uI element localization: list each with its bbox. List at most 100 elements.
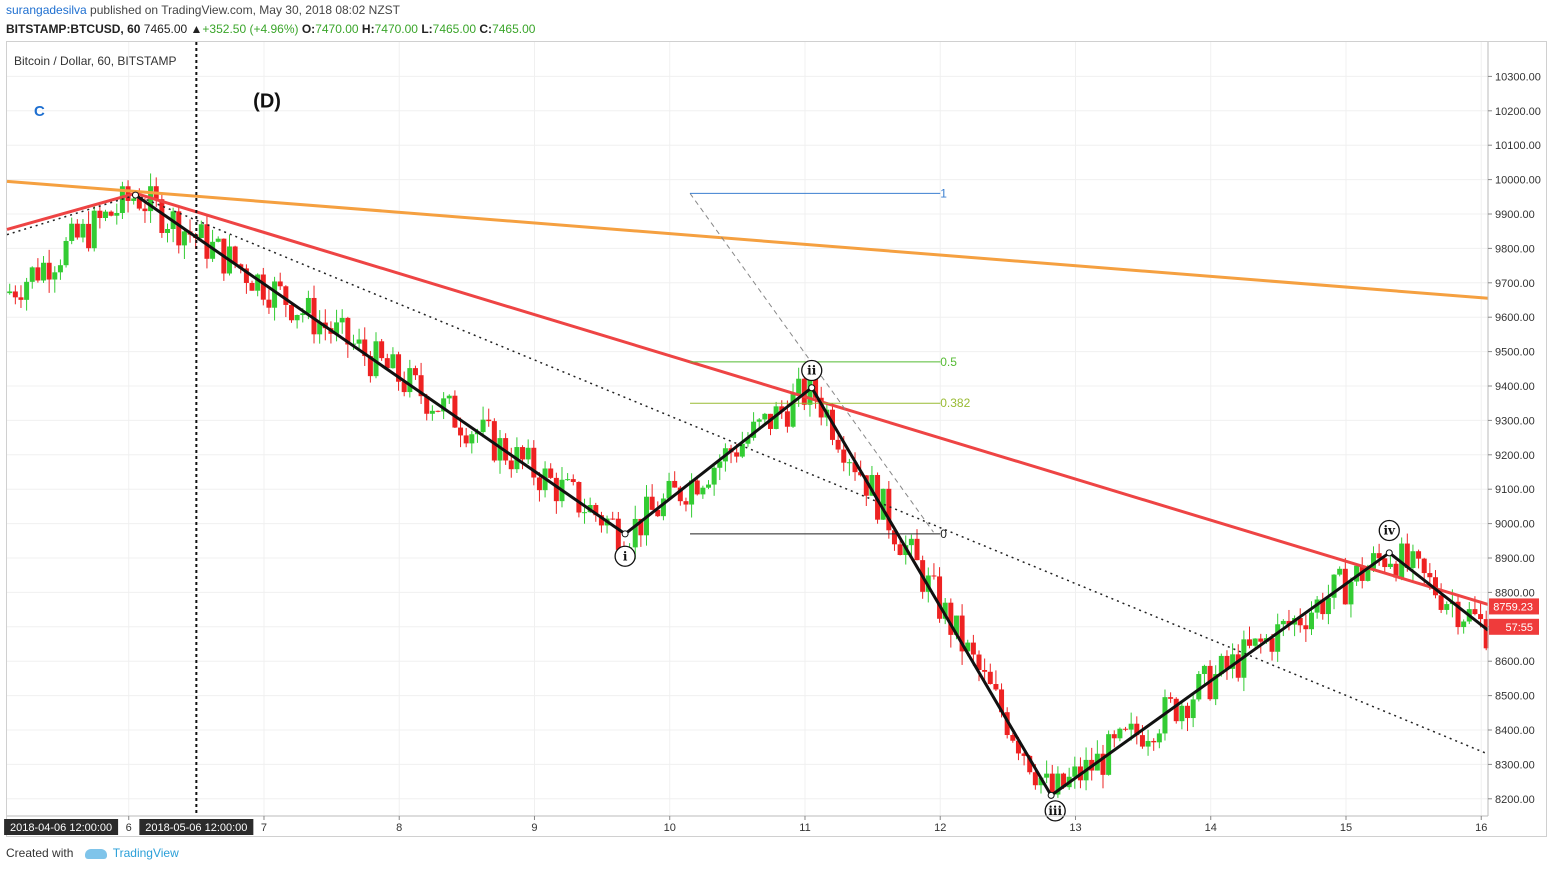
candle-body bbox=[649, 496, 655, 510]
candle-body bbox=[35, 267, 41, 281]
candle-body bbox=[356, 339, 362, 344]
candle-body bbox=[215, 238, 221, 242]
candle-body bbox=[181, 231, 187, 246]
candle-body bbox=[846, 462, 852, 464]
candle-body bbox=[480, 419, 486, 433]
candle-body bbox=[982, 669, 988, 672]
y-tick-label: 8400.00 bbox=[1495, 725, 1535, 737]
candle-body bbox=[249, 282, 255, 291]
candle-body bbox=[69, 223, 75, 241]
created-with-text: Created with bbox=[6, 846, 74, 860]
tradingview-logo-icon bbox=[84, 848, 107, 859]
candle-body bbox=[739, 443, 745, 457]
candle-body bbox=[1179, 705, 1185, 722]
change-value: +352.50 (+4.96%) bbox=[202, 22, 299, 36]
wave-label-circle bbox=[614, 545, 636, 567]
wave-point bbox=[808, 384, 816, 392]
candle-body bbox=[706, 484, 712, 488]
candle-body bbox=[908, 538, 914, 546]
candle-body bbox=[1337, 568, 1343, 575]
fib-level-label: 1 bbox=[940, 186, 947, 200]
price-label: 8759.23 bbox=[1489, 598, 1539, 615]
candle-body bbox=[886, 488, 892, 531]
candle-body bbox=[1331, 574, 1337, 598]
candle-body bbox=[1354, 565, 1360, 582]
candle-body bbox=[852, 462, 858, 473]
candle-body bbox=[24, 281, 30, 300]
candle-body bbox=[762, 413, 768, 420]
candle-body bbox=[1286, 620, 1292, 625]
candle-body bbox=[615, 518, 621, 550]
wave-label-text: ii bbox=[807, 364, 817, 378]
candle-body bbox=[1303, 625, 1309, 630]
wave-path bbox=[134, 193, 1489, 797]
y-tick-label: 9500.00 bbox=[1495, 347, 1535, 359]
candle-body bbox=[818, 397, 824, 418]
candle-body bbox=[52, 272, 58, 280]
candle-body bbox=[632, 518, 638, 548]
candle-body bbox=[1117, 728, 1123, 739]
x-tick-label: 7 bbox=[261, 822, 267, 834]
candle-body bbox=[1235, 654, 1241, 678]
y-tick-label: 8500.00 bbox=[1495, 691, 1535, 703]
wave-label-iv: iv bbox=[1378, 519, 1400, 542]
candle-body bbox=[300, 313, 306, 316]
candle-body bbox=[429, 410, 435, 414]
y-tick-label: 9600.00 bbox=[1495, 312, 1535, 324]
candle-body bbox=[1427, 573, 1433, 578]
candle-body bbox=[243, 268, 249, 283]
candle-body bbox=[204, 224, 210, 259]
x-tick-label: 6 bbox=[126, 822, 132, 834]
candle-body bbox=[672, 480, 678, 488]
candle-body bbox=[689, 480, 695, 505]
candle-body bbox=[407, 368, 413, 393]
wave-point bbox=[1047, 791, 1055, 799]
candle-body bbox=[159, 199, 165, 233]
candle-body bbox=[1455, 601, 1461, 628]
candle-body bbox=[751, 421, 757, 438]
candle-body bbox=[717, 461, 723, 468]
candle-body bbox=[1382, 558, 1388, 568]
wave-label-ii: ii bbox=[801, 359, 823, 382]
candle-body bbox=[80, 223, 86, 238]
candle-body bbox=[1218, 655, 1224, 675]
x-highlight-label: 2018-05-06 12:00:00 bbox=[139, 819, 254, 835]
candle-body bbox=[1032, 772, 1038, 786]
candle-body bbox=[610, 518, 616, 520]
trendline-red-left bbox=[6, 191, 136, 231]
x-highlight-text: 2018-04-06 12:00:00 bbox=[10, 822, 112, 834]
candle-body bbox=[959, 615, 965, 652]
candle-body bbox=[74, 223, 80, 238]
chart-frame bbox=[6, 41, 1547, 837]
candle-body bbox=[12, 291, 18, 298]
candle-body bbox=[41, 262, 47, 281]
candle-body bbox=[86, 223, 92, 249]
low-value: 7465.00 bbox=[432, 22, 477, 36]
candle-body bbox=[435, 410, 441, 412]
candle-body bbox=[1483, 619, 1489, 649]
candle-body bbox=[57, 265, 63, 273]
y-tick-label: 8600.00 bbox=[1495, 656, 1535, 668]
candle-body bbox=[1004, 712, 1010, 736]
candle-body bbox=[694, 480, 700, 495]
tradingview-link[interactable]: TradingView bbox=[112, 846, 179, 860]
candle-body bbox=[7, 291, 13, 294]
candle-body bbox=[1224, 655, 1230, 669]
candle-body bbox=[1027, 755, 1033, 773]
candle-body bbox=[1472, 609, 1478, 615]
candle-body bbox=[412, 368, 418, 376]
wave-label-i: i bbox=[614, 545, 636, 567]
candle-body bbox=[784, 411, 790, 427]
candle-body bbox=[1416, 551, 1422, 559]
y-tick-label: 10200.00 bbox=[1495, 106, 1541, 118]
candle-body bbox=[553, 477, 559, 502]
candle-body bbox=[1173, 698, 1179, 722]
author-link[interactable]: surangadesilva bbox=[6, 3, 87, 17]
candle-body bbox=[1100, 753, 1106, 775]
open-value: 7470.00 bbox=[315, 22, 359, 36]
price-label-text: 8759.23 bbox=[1493, 601, 1533, 613]
candle-body bbox=[993, 684, 999, 690]
candle-body bbox=[418, 375, 424, 397]
candle-body bbox=[294, 315, 300, 321]
